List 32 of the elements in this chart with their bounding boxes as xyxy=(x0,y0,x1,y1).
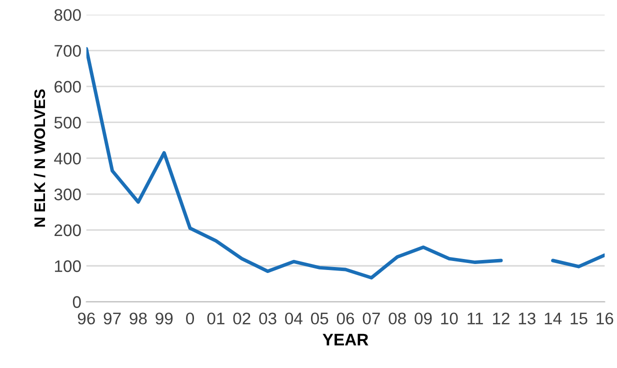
x-tick-label: 03 xyxy=(259,312,276,324)
y-tick-label: 0 xyxy=(72,296,81,308)
x-tick-label: 08 xyxy=(388,312,406,324)
x-tick-label: 98 xyxy=(130,312,147,324)
y-tick-label: 200 xyxy=(54,224,81,236)
x-tick-label: 05 xyxy=(310,312,328,324)
x-tick-label: 0 xyxy=(186,312,194,324)
x-tick-label: 96 xyxy=(78,312,95,324)
x-tick-label: 15 xyxy=(570,312,588,324)
x-tick-label: 12 xyxy=(493,312,510,324)
x-tick-label: 04 xyxy=(285,312,302,324)
x-tick-label: 99 xyxy=(156,312,173,324)
x-tick-label: 97 xyxy=(104,312,121,324)
x-tick-label: 09 xyxy=(414,312,432,324)
y-tick-label: 100 xyxy=(54,260,81,272)
y-tick-label: 600 xyxy=(54,80,81,93)
x-tick-label: 02 xyxy=(233,312,250,324)
x-tick-label: 14 xyxy=(544,312,562,324)
y-tick-label: 400 xyxy=(54,152,81,164)
x-tick-label: 07 xyxy=(362,312,380,324)
y-tick-label: 700 xyxy=(54,45,81,57)
y-tick-label: 500 xyxy=(54,116,81,129)
x-tick-label: 16 xyxy=(596,312,614,324)
x-tick-label: 06 xyxy=(336,312,354,324)
y-tick-label: 800 xyxy=(54,9,81,21)
y-axis-title: N ELK / N WOLVES xyxy=(34,89,46,227)
x-tick-label: 10 xyxy=(441,312,458,324)
x-tick-label: 13 xyxy=(518,312,536,324)
y-tick-label: 300 xyxy=(54,188,81,200)
x-tick-label: 01 xyxy=(207,312,224,324)
x-axis-title: YEAR xyxy=(322,334,368,346)
x-tick-label: 11 xyxy=(468,312,483,324)
